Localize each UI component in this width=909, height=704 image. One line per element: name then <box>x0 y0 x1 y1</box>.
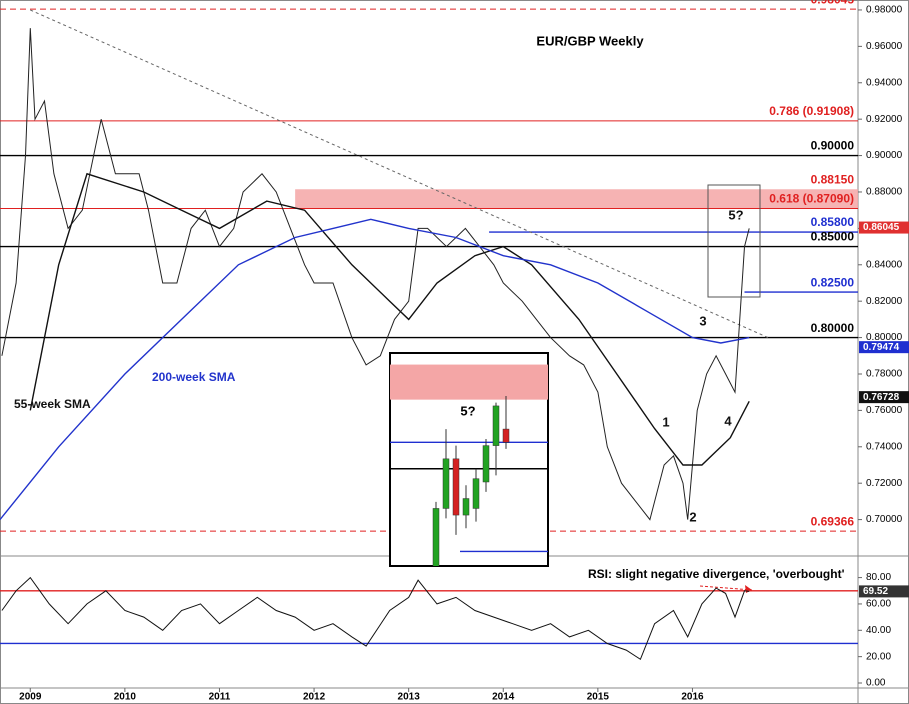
sma55-line <box>29 172 750 466</box>
level-label: 0.80000 <box>811 321 855 335</box>
divergence-arrow <box>699 585 753 591</box>
axes: 0.70000 0.72000 0.74000 0.76000 0.78000 0.800… <box>19 5 909 703</box>
y-tick-label: 0.90000 <box>866 150 903 161</box>
inset <box>390 364 548 566</box>
price-tag <box>859 391 909 404</box>
rsi-tag-label: 69.52 <box>863 586 888 597</box>
x-tick-label: 2012 <box>303 692 326 703</box>
inset-label: 5? <box>460 403 475 418</box>
price-line <box>1 28 750 521</box>
resistance-zone <box>295 189 858 209</box>
price-tag <box>859 341 909 354</box>
y-tick-label: 0.96000 <box>866 41 903 52</box>
candle-body <box>432 508 440 566</box>
y-tick-label: 0.84000 <box>866 259 903 270</box>
rsi-label: RSI: slight negative divergence, 'overbo… <box>588 567 845 581</box>
x-tick-label: 2016 <box>681 692 704 703</box>
x-tick-label: 2011 <box>209 692 231 703</box>
candle-body <box>462 498 470 516</box>
candle-body <box>472 478 480 509</box>
level-label: 0.90000 <box>811 139 855 153</box>
inset-zone <box>390 364 548 400</box>
rsi-tick-label: 80.00 <box>866 572 891 583</box>
annotation: 5? <box>728 207 743 222</box>
rsi-tick-label: 40.00 <box>866 625 891 636</box>
x-tick-label: 2013 <box>398 692 421 703</box>
candle-body <box>452 458 460 516</box>
y-tick-label: 0.88000 <box>866 187 903 198</box>
annotation: 2 <box>689 509 696 524</box>
level-label: 0.98045 <box>811 0 855 6</box>
x-tick-label: 2009 <box>19 692 42 703</box>
price-tag-label: 0.86045 <box>863 222 900 233</box>
level-label: 0.85800 <box>811 215 855 229</box>
level-label: 0.69366 <box>811 514 855 528</box>
rsi-tick-label: 60.00 <box>866 599 891 610</box>
y-tick-label: 0.92000 <box>866 114 903 125</box>
rsi-tick-label: 20.00 <box>866 651 891 662</box>
annotation: 55-week SMA <box>14 397 91 411</box>
annotation: 3 <box>699 313 706 328</box>
y-tick-label: 0.74000 <box>866 441 903 452</box>
y-tick-label: 0.80000 <box>866 332 903 343</box>
level-label: 0.786 (0.91908) <box>769 104 854 118</box>
trendline <box>30 9 769 339</box>
x-tick-label: 2015 <box>587 692 610 703</box>
rsi-line <box>1 576 750 661</box>
y-tick-label: 0.94000 <box>866 77 903 88</box>
annotation: 1 <box>662 414 669 429</box>
level-label: 0.85000 <box>811 230 855 244</box>
x-tick-label: 2010 <box>114 692 137 703</box>
chart-title: EUR/GBP Weekly <box>536 33 644 48</box>
y-tick-label: 0.82000 <box>866 296 903 307</box>
y-tick-label: 0.70000 <box>866 514 903 525</box>
level-label: 0.88150 <box>811 172 855 186</box>
candle-body <box>502 428 510 443</box>
annotation: 200-week SMA <box>152 370 236 384</box>
rsi-tag <box>859 585 909 598</box>
y-tick-label: 0.78000 <box>866 369 903 380</box>
level-label: 0.82500 <box>811 275 855 289</box>
x-tick-label: 2014 <box>492 692 515 703</box>
candle-body <box>482 445 490 483</box>
annotation: 4 <box>724 413 732 428</box>
price-tag-label: 0.76728 <box>863 392 900 403</box>
sma200-line <box>0 218 750 521</box>
price-tag-label: 0.79474 <box>863 342 900 353</box>
price-panel <box>0 8 858 532</box>
candle-body <box>442 458 450 509</box>
y-tick-label: 0.76000 <box>866 405 903 416</box>
focus-box <box>707 184 761 298</box>
y-tick-label: 0.72000 <box>866 478 903 489</box>
rsi-tick-label: 0.00 <box>866 678 886 689</box>
y-tick-label: 0.98000 <box>866 5 903 16</box>
price-tag <box>859 221 909 234</box>
candle-body <box>492 405 500 446</box>
level-label: 0.618 (0.87090) <box>769 192 854 206</box>
